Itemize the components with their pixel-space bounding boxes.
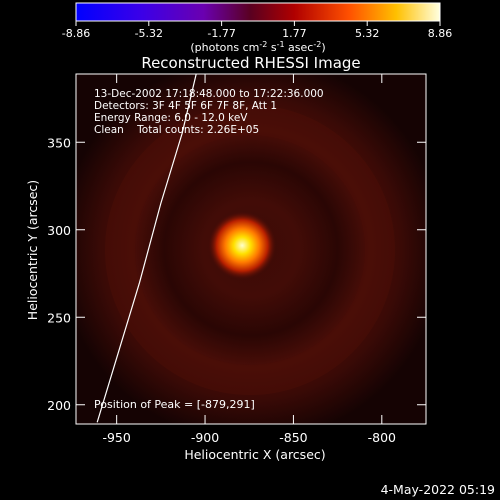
colorbar: -8.86 -5.32 -1.77 1.77 5.32 8.86 (photons cm-…	[62, 2, 452, 54]
x-tick-label: -950	[102, 430, 130, 445]
annotation-energy-range: Energy Range: 6.0 - 12.0 keV	[94, 112, 248, 124]
x-axis-ticks: -950 -900 -850 -800	[102, 74, 396, 445]
colorbar-tick-label: 1.77	[282, 27, 307, 40]
colorbar-unit-label: (photons cm-2 s-1 asec-2)	[190, 40, 325, 54]
x-tick-label: -850	[279, 430, 307, 445]
emission-ring	[105, 105, 395, 395]
colorbar-tick-label: 8.86	[428, 27, 453, 40]
colorbar-tick-label: -1.77	[207, 27, 235, 40]
y-tick-label: 300	[47, 223, 71, 238]
annotation-detectors: Detectors: 3F 4F 5F 6F 7F 8F, Att 1	[94, 100, 277, 112]
plot-frame	[75, 73, 427, 425]
annotation-time-range: 13-Dec-2002 17:18:48.000 to 17:22:36.000	[94, 88, 324, 100]
colorbar-gradient	[75, 2, 441, 22]
y-axis-ticks: 200 250 300 350	[47, 135, 426, 413]
solar-limb-line	[96, 74, 197, 423]
x-tick-label: -900	[191, 430, 219, 445]
colorbar-ticks: -8.86 -5.32 -1.77 1.77 5.32 8.86	[62, 21, 452, 40]
annotation-block: 13-Dec-2002 17:18:48.000 to 17:22:36.000…	[94, 88, 324, 136]
y-tick-label: 250	[47, 310, 71, 325]
peak-position-label: Position of Peak = [-879,291]	[94, 398, 255, 411]
y-axis-label: Heliocentric Y (arcsec)	[25, 180, 40, 320]
colorbar-tick-label: 5.32	[355, 27, 380, 40]
chart-title: Reconstructed RHESSI Image	[141, 54, 360, 72]
y-tick-label: 200	[47, 398, 71, 413]
colorbar-tick-label: -8.86	[62, 27, 90, 40]
plot-area	[76, 74, 426, 424]
y-tick-label: 350	[47, 135, 71, 150]
x-tick-label: -800	[368, 430, 396, 445]
annotation-clean-counts: Clean Total counts: 2.26E+05	[94, 124, 259, 136]
colorbar-tick-label: -5.32	[135, 27, 163, 40]
x-axis-label: Heliocentric X (arcsec)	[184, 447, 325, 462]
footer-date: 4-May-2022 05:19	[381, 482, 495, 497]
peak-source	[208, 211, 277, 280]
